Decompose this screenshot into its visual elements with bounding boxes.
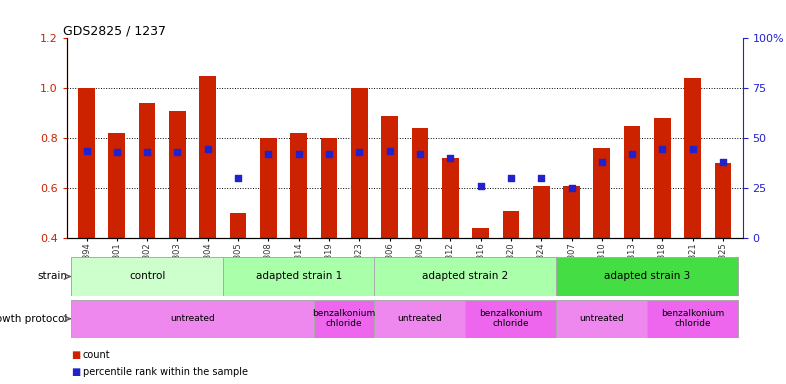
Point xyxy=(474,183,487,189)
Text: control: control xyxy=(129,271,165,281)
Bar xyxy=(374,300,465,338)
Bar xyxy=(72,257,223,296)
Bar xyxy=(223,257,374,296)
Point xyxy=(353,149,365,155)
Bar xyxy=(502,210,520,238)
Text: untreated: untreated xyxy=(398,314,443,323)
Bar xyxy=(648,300,738,338)
Bar xyxy=(556,257,738,296)
Text: ■: ■ xyxy=(71,350,80,360)
Point xyxy=(413,151,426,157)
Point xyxy=(323,151,336,157)
Bar xyxy=(412,128,428,238)
Point xyxy=(171,149,184,155)
Text: benzalkonium
chloride: benzalkonium chloride xyxy=(313,309,376,328)
Point xyxy=(596,159,608,165)
Text: adapted strain 1: adapted strain 1 xyxy=(255,271,342,281)
Bar xyxy=(321,138,337,238)
Bar xyxy=(654,118,670,238)
Point xyxy=(111,149,123,155)
Bar xyxy=(169,111,185,238)
Bar xyxy=(290,133,307,238)
Bar xyxy=(351,88,368,238)
Text: strain: strain xyxy=(37,271,67,281)
Bar xyxy=(200,76,216,238)
Point xyxy=(201,146,214,152)
Bar xyxy=(314,300,374,338)
Bar xyxy=(108,133,125,238)
Bar xyxy=(465,300,556,338)
Text: benzalkonium
chloride: benzalkonium chloride xyxy=(479,309,542,328)
Point xyxy=(232,175,244,181)
Text: adapted strain 2: adapted strain 2 xyxy=(422,271,509,281)
Point xyxy=(656,146,669,152)
Point xyxy=(444,155,457,161)
Point xyxy=(626,151,638,157)
Text: adapted strain 3: adapted strain 3 xyxy=(604,271,690,281)
Bar xyxy=(230,213,246,238)
Text: percentile rank within the sample: percentile rank within the sample xyxy=(83,367,248,377)
Bar xyxy=(442,158,458,238)
Bar xyxy=(139,103,156,238)
Text: untreated: untreated xyxy=(171,314,215,323)
Bar xyxy=(381,116,398,238)
Point xyxy=(535,175,548,181)
Point xyxy=(262,151,274,157)
Bar xyxy=(564,186,580,238)
Bar xyxy=(472,228,489,238)
Point xyxy=(565,185,578,191)
Bar xyxy=(374,257,556,296)
Point xyxy=(141,149,153,155)
Point xyxy=(80,147,93,154)
Bar xyxy=(556,300,648,338)
Point xyxy=(505,175,517,181)
Bar xyxy=(593,148,610,238)
Text: GDS2825 / 1237: GDS2825 / 1237 xyxy=(64,24,167,37)
Text: growth protocol: growth protocol xyxy=(0,314,67,324)
Text: ■: ■ xyxy=(71,367,80,377)
Point xyxy=(292,151,305,157)
Bar xyxy=(260,138,277,238)
Point xyxy=(686,146,699,152)
Text: untreated: untreated xyxy=(579,314,624,323)
Bar xyxy=(533,186,549,238)
Bar xyxy=(78,88,95,238)
Text: benzalkonium
chloride: benzalkonium chloride xyxy=(661,309,725,328)
Text: count: count xyxy=(83,350,110,360)
Point xyxy=(717,159,729,165)
Bar xyxy=(624,126,641,238)
Bar xyxy=(685,78,701,238)
Bar xyxy=(72,300,314,338)
Point xyxy=(384,147,396,154)
Bar xyxy=(714,163,732,238)
